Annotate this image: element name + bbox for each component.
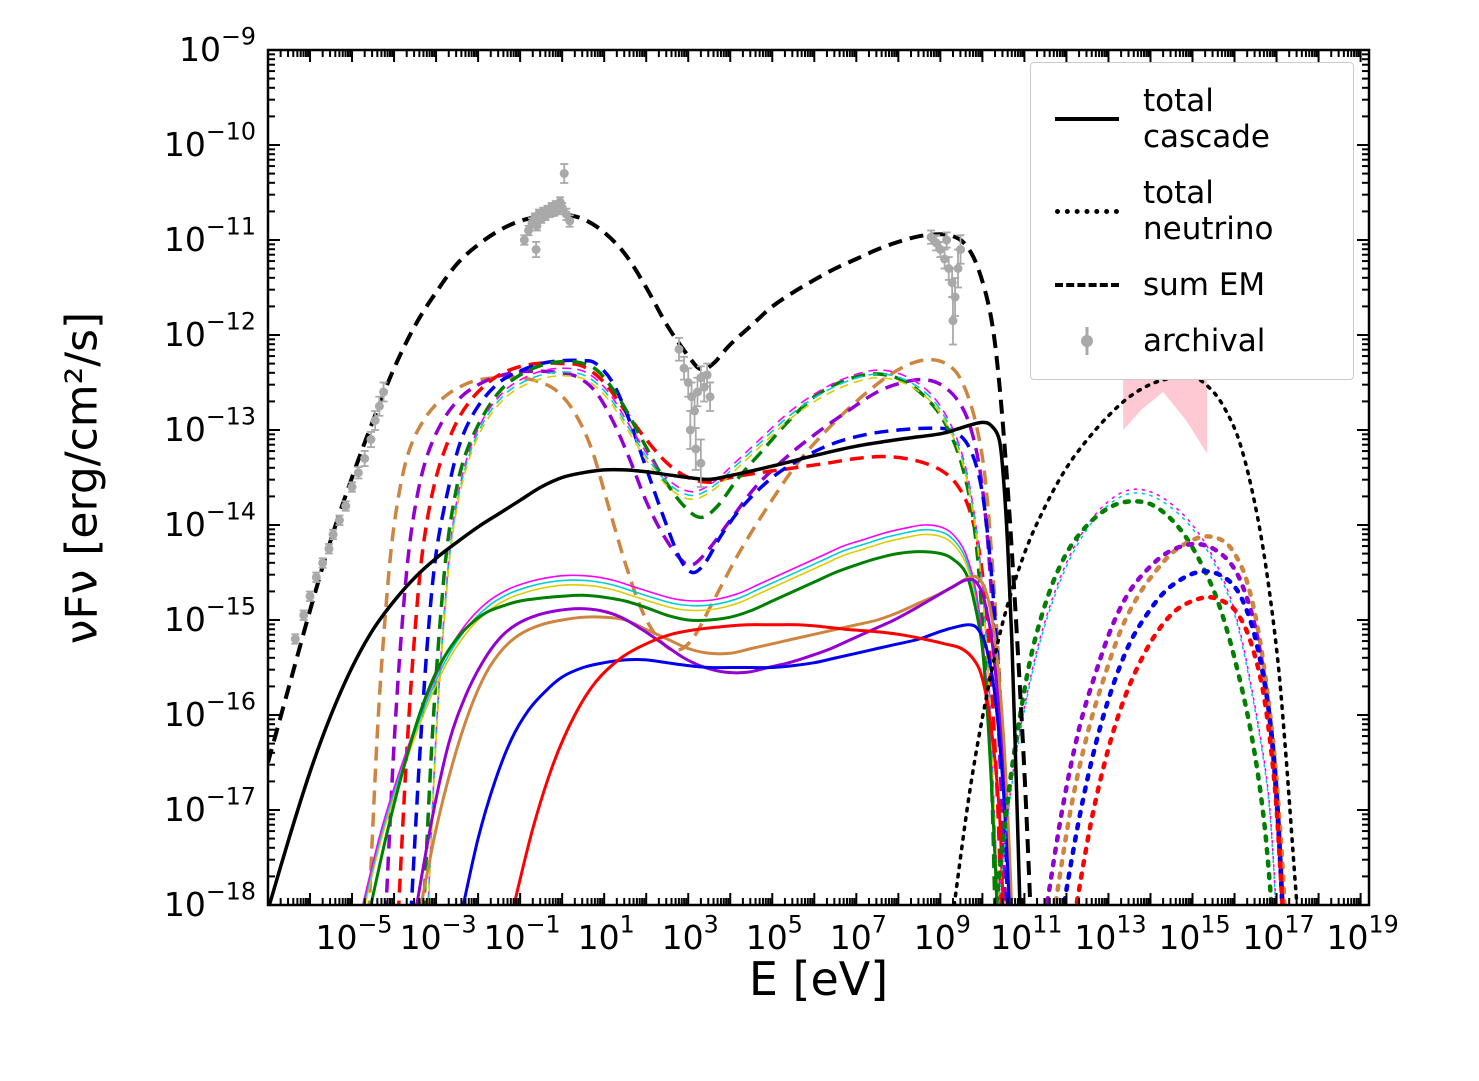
series-nu-magenta	[997, 488, 1277, 905]
svg-text:1019: 1019	[1326, 911, 1398, 958]
y-axis-label: νFν [erg/cm²/s]	[56, 311, 108, 645]
series-em-magenta-thin	[427, 367, 1000, 905]
svg-text:10−18: 10−18	[164, 878, 256, 925]
series-em-blue	[409, 358, 1010, 905]
series-em-cyan-thin	[427, 371, 1000, 905]
series-total-neutrino	[952, 373, 1299, 905]
series-nu-cyan	[997, 492, 1277, 905]
series-nu-purple	[1044, 541, 1285, 905]
svg-text:1011: 1011	[990, 911, 1062, 958]
archival-points	[290, 163, 966, 645]
series-casc-yellow	[364, 533, 998, 905]
legend-label: archival	[1143, 323, 1266, 359]
legend-label: total cascade	[1143, 83, 1270, 155]
series-casc-blue	[461, 623, 1011, 905]
series-em-green	[422, 359, 997, 905]
svg-text:10−10: 10−10	[164, 118, 256, 165]
svg-text:105: 105	[746, 911, 803, 958]
svg-text:101: 101	[578, 911, 635, 958]
solid-line-sample	[1055, 117, 1119, 121]
series-em-purple	[384, 369, 1008, 905]
legend-label: total neutrino	[1143, 175, 1274, 247]
legend-item-total-cascade: total cascade	[1055, 83, 1329, 155]
series-casc-magenta	[361, 524, 998, 905]
svg-text:10−14: 10−14	[164, 498, 256, 545]
svg-text:10−11: 10−11	[164, 213, 256, 260]
svg-text:10−9: 10−9	[179, 23, 256, 70]
dashed-line-sample	[1055, 283, 1119, 287]
legend-label: sum EM	[1143, 267, 1266, 303]
svg-text:1017: 1017	[1242, 911, 1314, 958]
curves-layer	[268, 212, 1299, 905]
legend-item-sum-em: sum EM	[1055, 267, 1329, 303]
series-nu-green	[993, 499, 1274, 905]
svg-text:10−5: 10−5	[316, 911, 393, 958]
series-casc-purple	[415, 577, 1011, 905]
legend: total cascade total neutrino sum EM arch…	[1030, 62, 1354, 380]
svg-text:1013: 1013	[1074, 911, 1146, 958]
svg-text:1015: 1015	[1158, 911, 1230, 958]
svg-text:107: 107	[830, 911, 887, 958]
series-nu-blue	[1061, 569, 1285, 905]
series-total-cascade	[268, 420, 1022, 905]
svg-text:10−12: 10−12	[164, 308, 256, 355]
legend-item-archival: archival	[1055, 323, 1329, 359]
series-casc-tan	[419, 574, 1014, 905]
x-axis-label: E [eV]	[748, 952, 889, 1006]
svg-text:10−17: 10−17	[164, 783, 256, 830]
legend-item-total-neutrino: total neutrino	[1055, 175, 1329, 247]
series-casc-red	[512, 623, 1005, 905]
errorbar-marker-sample	[1055, 327, 1119, 355]
series-nu-red	[1074, 594, 1285, 905]
svg-text:10−3: 10−3	[400, 911, 477, 958]
series-em-red	[397, 361, 1003, 905]
svg-text:10−16: 10−16	[164, 688, 256, 735]
series-casc-cyan	[363, 528, 998, 905]
series-sum-em	[268, 212, 1033, 905]
svg-text:103: 103	[662, 911, 719, 958]
tick-labels: 10−5 10−3 10−1 101 103 105 107 109 1011 1013 1015 1…	[164, 23, 1399, 958]
svg-text:10−13: 10−13	[164, 403, 256, 450]
plot-frame	[266, 48, 1371, 907]
svg-text:10−1: 10−1	[484, 911, 561, 958]
dotted-line-sample	[1055, 208, 1119, 214]
svg-text:10−15: 10−15	[164, 593, 256, 640]
series-em-yellow-thin	[427, 374, 1000, 905]
series-casc-green	[369, 550, 999, 905]
axis-ticks	[267, 49, 1369, 906]
svg-text:109: 109	[914, 911, 971, 958]
